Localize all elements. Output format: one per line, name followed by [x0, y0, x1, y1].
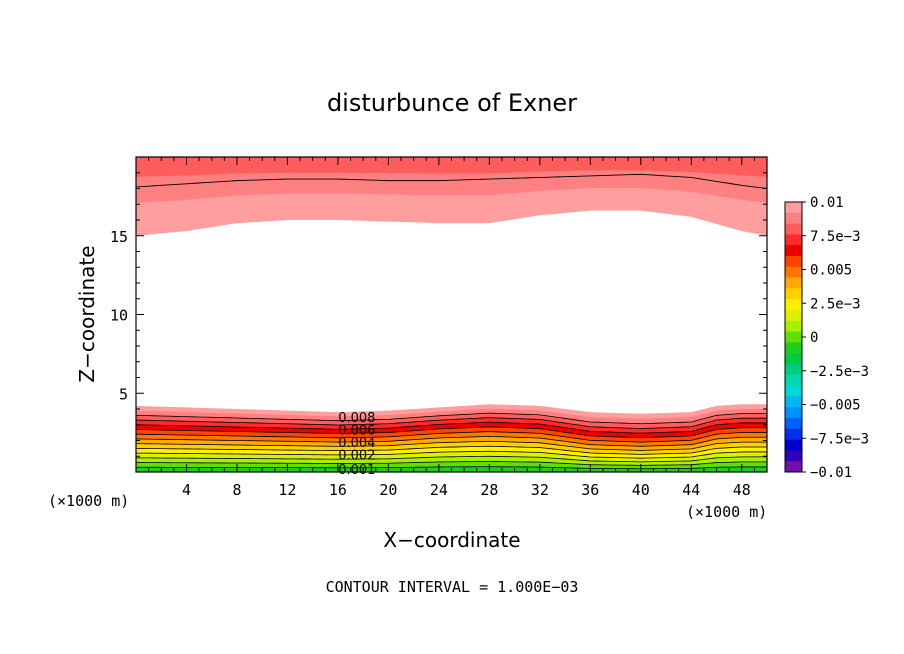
colorbar: 0.01 7.5e−3 0.005 2.5e−3 0 −2.5e−3 −0.005 −7.5e…: [784, 195, 869, 481]
upper-contour-line: [135, 173, 768, 189]
colorbar-bin: [785, 245, 802, 257]
colorbar-label: 0.01: [810, 195, 844, 211]
lower-disturbance-layer: [135, 404, 767, 472]
contour-label: 0.006: [338, 423, 375, 438]
x-tick-label: 8: [232, 481, 241, 499]
colorbar-label: 7.5e−3: [810, 229, 861, 245]
lower-contour-line-7: [135, 435, 767, 447]
y-tick-label: 10: [110, 307, 128, 325]
colorbar-bin: [785, 223, 802, 235]
colorbar-bin: [785, 310, 802, 322]
contour-label: 0.002: [338, 449, 375, 464]
colorbar-bin: [785, 450, 802, 462]
contour-interval-note: CONTOUR INTERVAL = 1.000E−03: [326, 578, 579, 596]
colorbar-bin: [785, 353, 802, 365]
x-tick-label: 16: [329, 481, 347, 499]
colorbar-bin: [785, 374, 802, 386]
colorbar-bin: [785, 256, 802, 268]
colorbar-bin: [785, 299, 802, 311]
y-axis-label: Z−coordinate: [75, 245, 99, 382]
colorbar-bin: [785, 407, 802, 419]
lower-contour-line-2: [135, 412, 767, 425]
colorbar-label: −2.5e−3: [810, 364, 869, 380]
chart-title: disturbunce of Exner: [327, 89, 577, 117]
x-tick-label: 48: [733, 481, 751, 499]
colorbar-bin: [785, 396, 802, 408]
colorbar-label: −0.01: [810, 465, 852, 481]
x-tick-label: 20: [379, 481, 397, 499]
lower-contour-line-4: [135, 421, 767, 434]
lower-contour-line-6: [135, 431, 767, 443]
colorbar-label: 0: [810, 330, 818, 346]
contour-label: 0.001: [338, 463, 375, 478]
x-tick-label: 4: [182, 481, 191, 499]
lower-contour-line-13: [135, 466, 767, 470]
colorbar-bin: [785, 266, 802, 278]
x-unit-label-left: (×1000 m): [48, 492, 129, 510]
lower-contour-line-8: [135, 440, 767, 451]
lower-contour-line-9: [135, 445, 767, 455]
colorbar-bin: [785, 288, 802, 300]
colorbar-label: −7.5e−3: [810, 431, 869, 447]
colorbar-bin: [785, 331, 802, 343]
x-tick-label: 44: [682, 481, 700, 499]
colorbar-bin: [785, 202, 802, 214]
colorbar-bin: [785, 364, 802, 376]
x-tick-label: 40: [632, 481, 650, 499]
colorbar-bin: [785, 461, 802, 473]
colorbar-bin: [785, 277, 802, 289]
x-tick-label: 32: [531, 481, 549, 499]
colorbar-bin: [785, 418, 802, 430]
y-tick-label: 5: [119, 385, 128, 403]
lower-contour-line-3: [135, 417, 767, 429]
x-axis-label: X−coordinate: [383, 528, 520, 552]
colorbar-bin: [785, 385, 802, 397]
colorbar-bin: [785, 320, 802, 332]
x-tick-label: 28: [480, 481, 498, 499]
y-tick-label: 15: [110, 228, 128, 246]
x-tick-label: 12: [278, 481, 296, 499]
colorbar-label: 0.005: [810, 263, 852, 279]
colorbar-bin: [785, 428, 802, 440]
colorbar-label: 2.5e−3: [810, 296, 861, 312]
lower-contour-line-10: [135, 450, 767, 459]
x-tick-label: 36: [581, 481, 599, 499]
colorbar-bin: [785, 234, 802, 246]
colorbar-bin: [785, 212, 802, 224]
colorbar-bin: [785, 342, 802, 354]
x-unit-label-right: (×1000 m): [686, 503, 767, 521]
lower-contour-line-11: [135, 455, 767, 463]
y-axis-ticks: 5 10 15: [110, 172, 767, 457]
upper-band-2: [136, 157, 767, 177]
colorbar-label: −0.005: [810, 398, 861, 414]
upper-disturbance-layer: [135, 157, 768, 236]
lower-contour-line-12: [135, 461, 767, 466]
lower-contour-line-5: [135, 426, 767, 439]
x-axis-ticks: 4 8 12 16 20 24 28 32 36 40 44 48: [148, 157, 755, 499]
colorbar-bin: [785, 439, 802, 451]
x-tick-label: 24: [430, 481, 448, 499]
contour-label: 0.004: [338, 436, 375, 451]
contour-label: 0.008: [338, 411, 375, 426]
